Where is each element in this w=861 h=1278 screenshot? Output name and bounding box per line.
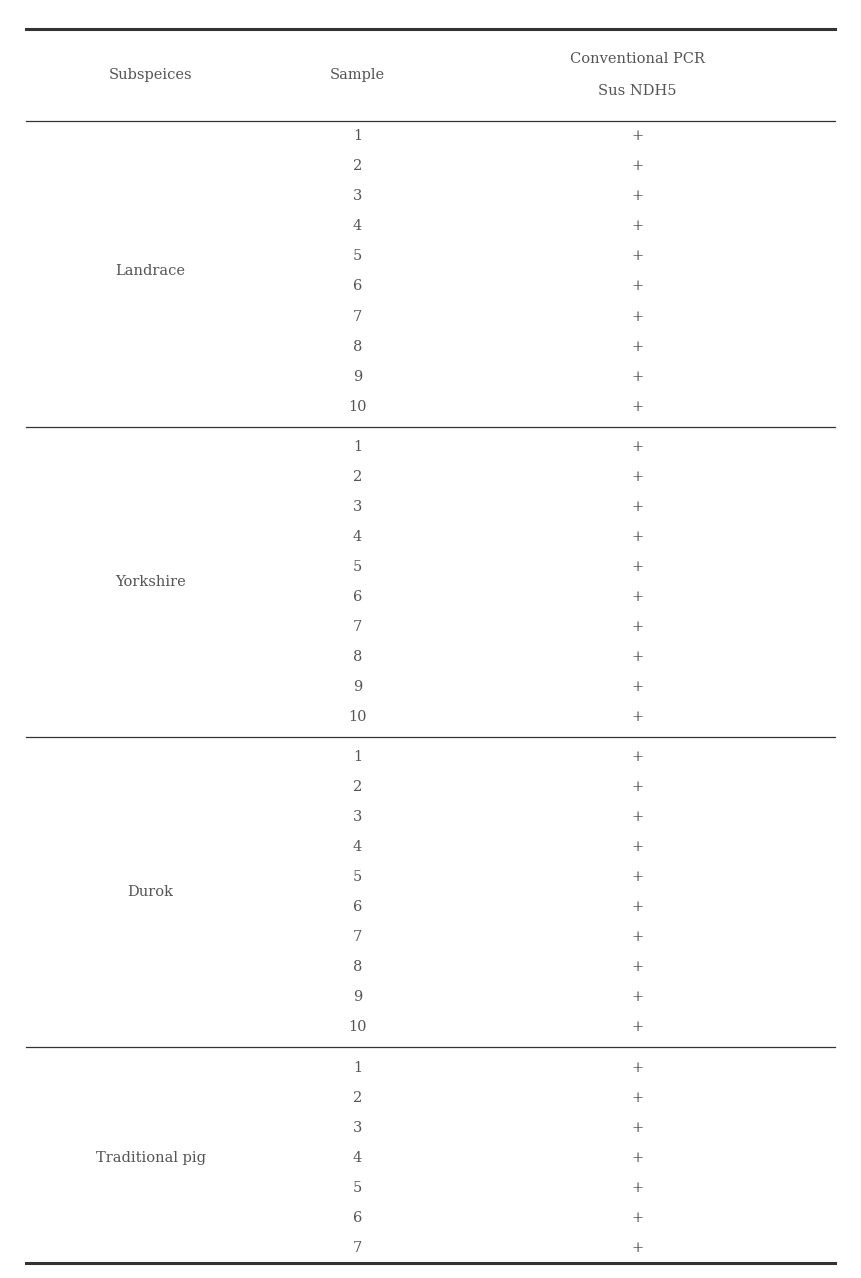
- Text: 8: 8: [353, 960, 362, 974]
- Text: +: +: [631, 280, 643, 294]
- Text: 6: 6: [353, 1210, 362, 1224]
- Text: +: +: [631, 1150, 643, 1164]
- Text: 2: 2: [353, 470, 362, 484]
- Text: +: +: [631, 470, 643, 484]
- Text: +: +: [631, 1181, 643, 1195]
- Text: Landrace: Landrace: [115, 265, 186, 279]
- Text: +: +: [631, 750, 643, 764]
- Text: Traditional pig: Traditional pig: [96, 1150, 206, 1164]
- Text: +: +: [631, 780, 643, 794]
- Text: 5: 5: [353, 870, 362, 884]
- Text: +: +: [631, 900, 643, 914]
- Text: 4: 4: [353, 840, 362, 854]
- Text: 2: 2: [353, 1090, 362, 1104]
- Text: 4: 4: [353, 1150, 362, 1164]
- Text: 9: 9: [353, 369, 362, 383]
- Text: +: +: [631, 1090, 643, 1104]
- Text: +: +: [631, 189, 643, 203]
- Text: 7: 7: [353, 620, 362, 634]
- Text: +: +: [631, 129, 643, 143]
- Text: +: +: [631, 340, 643, 354]
- Text: +: +: [631, 680, 643, 694]
- Text: 10: 10: [348, 711, 367, 723]
- Text: +: +: [631, 530, 643, 544]
- Text: +: +: [631, 1061, 643, 1075]
- Text: Conventional PCR: Conventional PCR: [570, 52, 704, 66]
- Text: +: +: [631, 560, 643, 574]
- Text: 5: 5: [353, 1181, 362, 1195]
- Text: 6: 6: [353, 900, 362, 914]
- Text: +: +: [631, 960, 643, 974]
- Text: +: +: [631, 500, 643, 514]
- Text: Subspeices: Subspeices: [108, 69, 193, 82]
- Text: +: +: [631, 1210, 643, 1224]
- Text: 5: 5: [353, 560, 362, 574]
- Text: +: +: [631, 651, 643, 663]
- Text: +: +: [631, 400, 643, 414]
- Text: Yorkshire: Yorkshire: [115, 575, 186, 589]
- Text: 3: 3: [353, 189, 362, 203]
- Text: 3: 3: [353, 810, 362, 824]
- Text: 2: 2: [353, 160, 362, 174]
- Text: +: +: [631, 590, 643, 604]
- Text: +: +: [631, 810, 643, 824]
- Text: 7: 7: [353, 309, 362, 323]
- Text: +: +: [631, 930, 643, 944]
- Text: +: +: [631, 440, 643, 454]
- Text: +: +: [631, 309, 643, 323]
- Text: +: +: [631, 870, 643, 884]
- Text: +: +: [631, 1241, 643, 1255]
- Text: +: +: [631, 1121, 643, 1135]
- Text: +: +: [631, 249, 643, 263]
- Text: +: +: [631, 369, 643, 383]
- Text: 1: 1: [353, 1061, 362, 1075]
- Text: 3: 3: [353, 500, 362, 514]
- Text: 7: 7: [353, 930, 362, 944]
- Text: +: +: [631, 990, 643, 1005]
- Text: 9: 9: [353, 990, 362, 1005]
- Text: 8: 8: [353, 651, 362, 663]
- Text: 5: 5: [353, 249, 362, 263]
- Text: +: +: [631, 1020, 643, 1034]
- Text: 4: 4: [353, 220, 362, 234]
- Text: 10: 10: [348, 1020, 367, 1034]
- Text: Durok: Durok: [127, 886, 174, 900]
- Text: 7: 7: [353, 1241, 362, 1255]
- Text: Sus NDH5: Sus NDH5: [598, 84, 677, 98]
- Text: 3: 3: [353, 1121, 362, 1135]
- Text: 1: 1: [353, 750, 362, 764]
- Text: +: +: [631, 220, 643, 234]
- Text: 1: 1: [353, 440, 362, 454]
- Text: 2: 2: [353, 780, 362, 794]
- Text: 10: 10: [348, 400, 367, 414]
- Text: +: +: [631, 711, 643, 723]
- Text: 9: 9: [353, 680, 362, 694]
- Text: +: +: [631, 840, 643, 854]
- Text: 1: 1: [353, 129, 362, 143]
- Text: +: +: [631, 620, 643, 634]
- Text: 6: 6: [353, 590, 362, 604]
- Text: 8: 8: [353, 340, 362, 354]
- Text: Sample: Sample: [330, 69, 385, 82]
- Text: 6: 6: [353, 280, 362, 294]
- Text: +: +: [631, 160, 643, 174]
- Text: 4: 4: [353, 530, 362, 544]
